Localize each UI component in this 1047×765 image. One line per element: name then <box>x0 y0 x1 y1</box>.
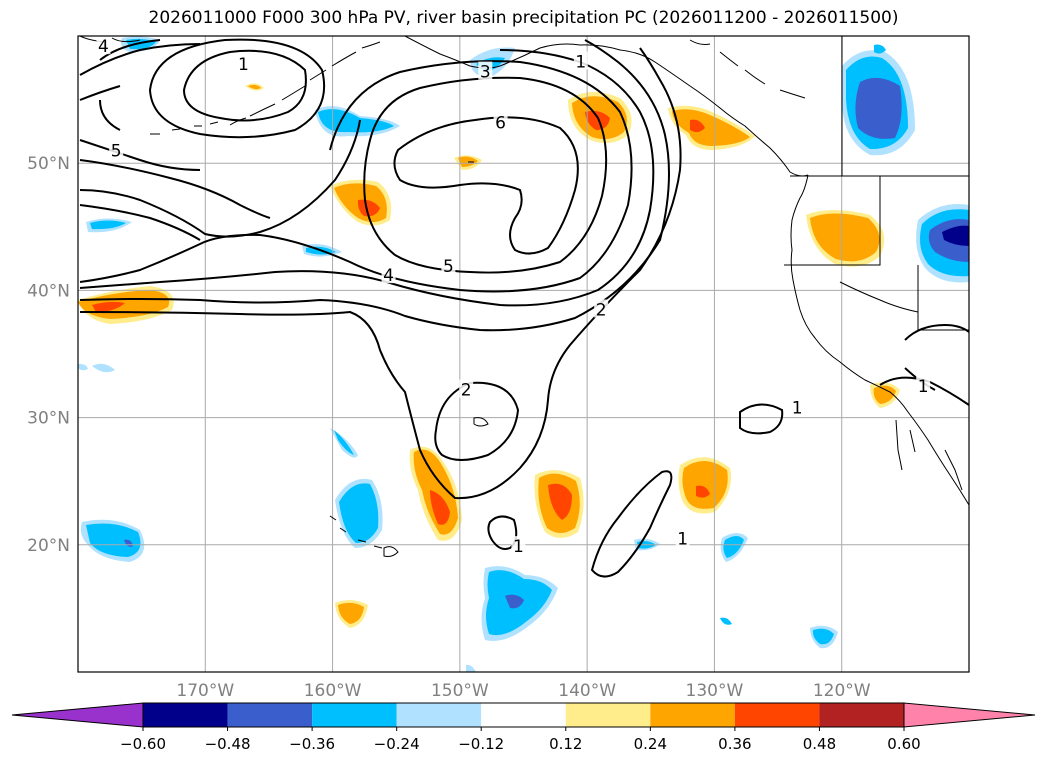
contour-label-bg <box>381 265 396 284</box>
contour-label-bg <box>594 299 609 318</box>
precipitation-shading <box>78 36 969 672</box>
colorbar-tick-label: 0.24 <box>634 735 667 753</box>
colorbar-box <box>481 703 566 727</box>
contour-label: 1 <box>792 398 803 418</box>
contour-label: 6 <box>495 113 506 133</box>
contour-label: 5 <box>111 141 122 161</box>
colorbar-tick-label: 0.60 <box>887 735 920 753</box>
lon-tick-label: 130°W <box>686 681 744 701</box>
axis-tick-labels: 50°N 40°N 30°N 20°N 170°W 160°W 150°W 140°W 130°… <box>27 154 871 701</box>
colorbar-box <box>227 703 313 727</box>
lon-tick-label: 150°W <box>431 681 489 701</box>
contour-label: 2 <box>461 381 472 401</box>
contour-label-bg <box>236 53 251 72</box>
negative-precip-areas <box>78 36 969 672</box>
colorbar-box <box>819 703 904 727</box>
contour-label-bg <box>441 256 456 275</box>
colorbar-box <box>734 703 820 727</box>
colorbar-box <box>650 703 735 727</box>
lon-tick-label: 170°W <box>176 681 234 701</box>
lon-tick-label: 120°W <box>813 681 871 701</box>
contour-label-bg <box>573 51 588 70</box>
map-title: 2026011000 F000 300 hPa PV, river basin … <box>148 8 899 28</box>
colorbar-box <box>312 703 397 727</box>
contour-label-bg <box>493 112 508 131</box>
map-frame <box>77 35 970 673</box>
colorbar-box <box>143 703 228 727</box>
contour-label: 4 <box>98 37 109 57</box>
contour-label-bg <box>790 397 805 416</box>
contour-label: 3 <box>480 63 491 83</box>
contour-label: 1 <box>575 52 586 72</box>
coastlines <box>79 36 969 557</box>
colorbar-tick-label: −0.60 <box>120 735 166 753</box>
contour-label-bg <box>916 375 931 394</box>
contour-label: 1 <box>238 55 249 75</box>
contour-label: 2 <box>596 300 607 320</box>
colorbar-tick-label: 0.12 <box>549 735 582 753</box>
lat-tick-label: 50°N <box>27 154 70 174</box>
colorbar-min-extension <box>11 702 144 728</box>
lon-tick-label: 160°W <box>304 681 362 701</box>
colorbar-tick-label: 0.36 <box>718 735 751 753</box>
colorbar-tick-label: −0.36 <box>289 735 335 753</box>
contour-label-bg <box>96 36 111 55</box>
contour-label-bg <box>511 536 526 555</box>
colorbar-tick-label: −0.12 <box>458 735 504 753</box>
contour-label: 4 <box>383 266 394 286</box>
contour-label: 1 <box>677 529 688 549</box>
contour-labels: 1 4 5 3 1 6 4 5 2 2 1 1 1 1 <box>96 36 931 557</box>
lat-tick-label: 30°N <box>27 409 70 429</box>
contour-label-bg <box>675 528 690 547</box>
lat-tick-label: 20°N <box>27 536 70 556</box>
lat-tick-label: 40°N <box>27 281 70 301</box>
colorbar-tick-label: −0.24 <box>374 735 420 753</box>
contour-label-bg <box>478 61 493 80</box>
colorbar-tick-label: −0.48 <box>205 735 251 753</box>
colorbar-box <box>565 703 651 727</box>
pv-contours <box>79 38 969 578</box>
colorbar-box <box>396 703 482 727</box>
contour-label: 1 <box>918 377 929 397</box>
colorbar-max-extension <box>903 702 1036 728</box>
contour-label: 1 <box>513 537 524 557</box>
contour-label-bg <box>459 379 474 398</box>
colorbar: −0.60 −0.48 −0.36 −0.24 −0.12 0.12 0.24 0.36 0.4… <box>11 702 1036 753</box>
lon-tick-label: 140°W <box>558 681 616 701</box>
colorbar-outline <box>142 702 905 728</box>
contour-label: 5 <box>443 257 454 277</box>
colorbar-tick-label: 0.48 <box>803 735 836 753</box>
contour-label-bg <box>109 140 124 159</box>
positive-precip-areas <box>78 83 900 628</box>
